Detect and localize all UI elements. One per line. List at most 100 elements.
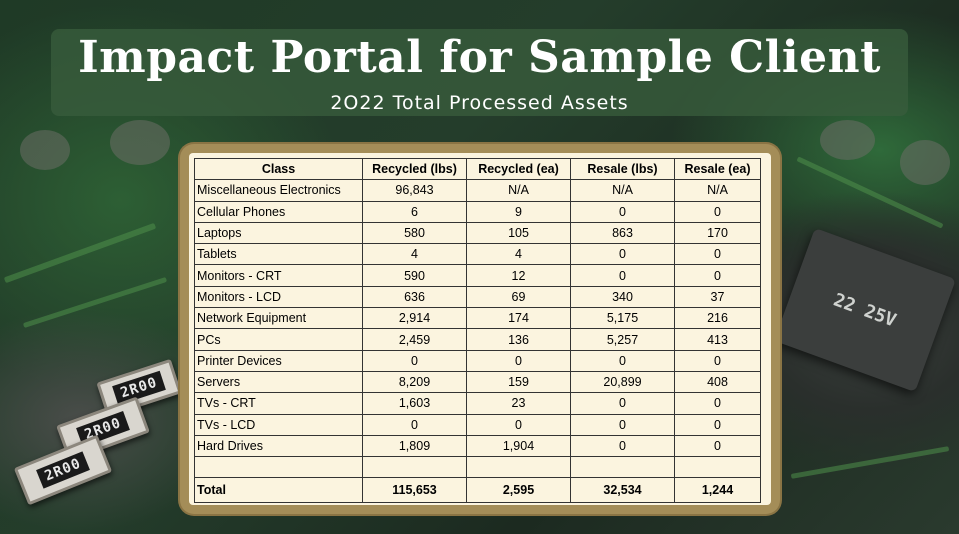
class-cell: Total (194, 477, 363, 504)
value-cell: 590 (362, 264, 467, 287)
class-cell: Printer Devices (194, 349, 363, 372)
value-cell: 413 (674, 328, 761, 351)
table-row: Monitors - LCD 636 69 340 37 (194, 285, 761, 309)
column-header: Resale (lbs) (570, 157, 675, 181)
value-cell: 0 (570, 434, 675, 458)
value-cell (570, 456, 675, 479)
value-cell (674, 456, 761, 479)
class-cell: PCs (194, 328, 363, 351)
class-cell: Servers (194, 370, 363, 394)
value-cell: 0 (674, 264, 761, 287)
value-cell: 0 (674, 200, 761, 223)
value-cell: 4 (362, 243, 467, 266)
total-row: Total 115,653 2,595 32,534 1,244 (194, 477, 761, 504)
value-cell: 2,595 (466, 477, 571, 504)
class-cell: Miscellaneous Electronics (194, 179, 363, 202)
table-row: Hard Drives 1,809 1,904 0 0 (194, 434, 761, 458)
table-row: Miscellaneous Electronics 96,843 N/A N/A N/A (194, 179, 761, 202)
value-cell: N/A (674, 179, 761, 202)
table-row: Tablets 4 4 0 0 (194, 243, 761, 266)
value-cell: 216 (674, 307, 761, 330)
class-cell: Monitors - CRT (194, 264, 363, 287)
column-header: Resale (ea) (674, 157, 761, 181)
value-cell: 6 (362, 200, 467, 223)
value-cell (362, 456, 467, 479)
value-cell: 136 (466, 328, 571, 351)
table-row: TVs - CRT 1,603 23 0 0 (194, 392, 761, 415)
value-cell: 2,459 (362, 328, 467, 351)
value-cell: 32,534 (570, 477, 675, 504)
class-cell: Cellular Phones (194, 200, 363, 223)
value-cell: 105 (466, 221, 571, 245)
value-cell: 159 (466, 370, 571, 394)
value-cell: 340 (570, 285, 675, 309)
value-cell: 1,603 (362, 392, 467, 415)
value-cell: 0 (570, 200, 675, 223)
value-cell: 0 (466, 349, 571, 372)
assets-table: Class Recycled (lbs) Recycled (ea) Resal… (194, 157, 761, 504)
value-cell: 37 (674, 285, 761, 309)
value-cell: 0 (362, 349, 467, 372)
value-cell: 580 (362, 221, 467, 245)
column-header: Recycled (lbs) (362, 157, 467, 181)
value-cell: 0 (362, 413, 467, 436)
value-cell: 9 (466, 200, 571, 223)
table-row: Printer Devices 0 0 0 0 (194, 349, 761, 372)
value-cell: 12 (466, 264, 571, 287)
table-row: Monitors - CRT 590 12 0 0 (194, 264, 761, 287)
class-cell: TVs - LCD (194, 413, 363, 436)
solder-blob (900, 140, 950, 185)
value-cell: 20,899 (570, 370, 675, 394)
column-header: Class (194, 157, 363, 181)
value-cell: 2,914 (362, 307, 467, 330)
page-subtitle: 2O22 Total Processed Assets (330, 92, 629, 114)
value-cell: 0 (466, 413, 571, 436)
value-cell: N/A (466, 179, 571, 202)
value-cell: 0 (674, 434, 761, 458)
value-cell: 96,843 (362, 179, 467, 202)
class-cell: Tablets (194, 243, 363, 266)
value-cell: 170 (674, 221, 761, 245)
class-cell: Monitors - LCD (194, 285, 363, 309)
table-row: PCs 2,459 136 5,257 413 (194, 328, 761, 351)
solder-blob (110, 120, 170, 165)
table-header-row: Class Recycled (lbs) Recycled (ea) Resal… (194, 157, 761, 181)
value-cell: 0 (674, 392, 761, 415)
value-cell: 1,244 (674, 477, 761, 504)
value-cell: N/A (570, 179, 675, 202)
table-row: Laptops 580 105 863 170 (194, 221, 761, 245)
value-cell: 0 (570, 264, 675, 287)
value-cell: 0 (674, 413, 761, 436)
table-row: TVs - LCD 0 0 0 0 (194, 413, 761, 436)
value-cell: 115,653 (362, 477, 467, 504)
class-cell: Hard Drives (194, 434, 363, 458)
value-cell: 23 (466, 392, 571, 415)
value-cell: 0 (570, 392, 675, 415)
value-cell: 5,175 (570, 307, 675, 330)
value-cell: 636 (362, 285, 467, 309)
value-cell: 0 (674, 243, 761, 266)
page-title: Impact Portal for Sample Client (78, 32, 881, 83)
value-cell: 0 (570, 349, 675, 372)
table-row: Cellular Phones 6 9 0 0 (194, 200, 761, 223)
class-cell (194, 456, 363, 479)
value-cell (466, 456, 571, 479)
class-cell: TVs - CRT (194, 392, 363, 415)
value-cell: 5,257 (570, 328, 675, 351)
class-cell: Laptops (194, 221, 363, 245)
value-cell: 1,904 (466, 434, 571, 458)
value-cell: 863 (570, 221, 675, 245)
value-cell: 174 (466, 307, 571, 330)
value-cell: 4 (466, 243, 571, 266)
title-banner (51, 29, 908, 116)
value-cell: 69 (466, 285, 571, 309)
class-cell: Network Equipment (194, 307, 363, 330)
value-cell: 0 (570, 243, 675, 266)
empty-row (194, 456, 761, 479)
value-cell: 0 (570, 413, 675, 436)
value-cell: 408 (674, 370, 761, 394)
solder-blob (820, 120, 875, 160)
table-row: Network Equipment 2,914 174 5,175 216 (194, 307, 761, 330)
value-cell: 1,809 (362, 434, 467, 458)
value-cell: 0 (674, 349, 761, 372)
